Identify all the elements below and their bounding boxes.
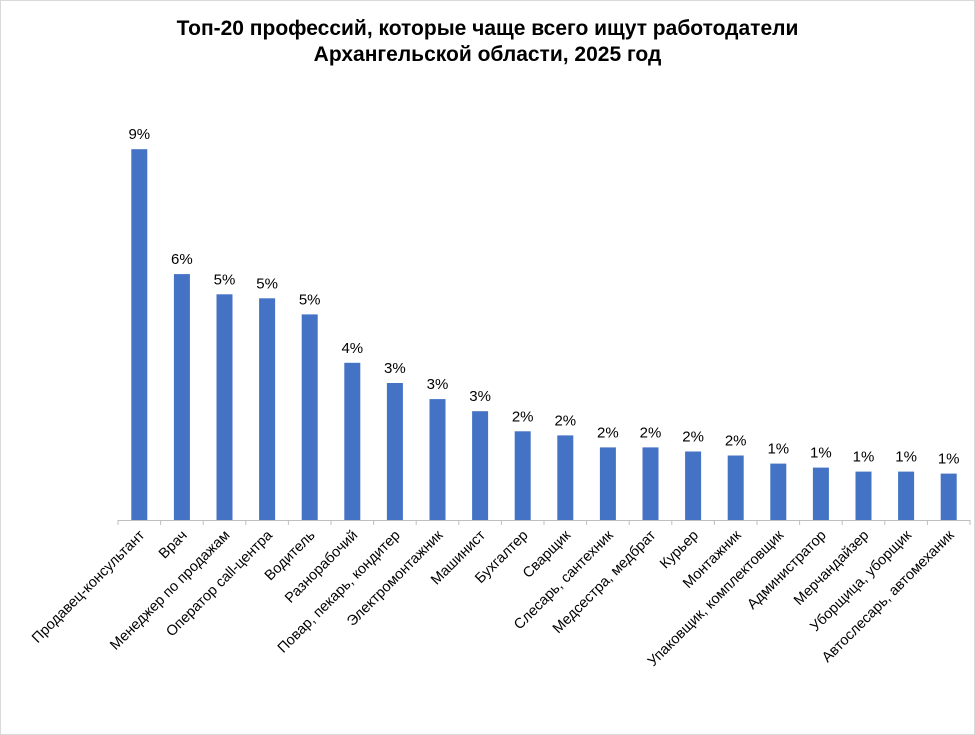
data-label-17: 1% bbox=[810, 445, 832, 462]
bar-8 bbox=[429, 399, 446, 520]
data-label-1: 9% bbox=[128, 126, 150, 143]
chart-title: Топ-20 профессий, которые чаще всего ищу… bbox=[0, 16, 975, 68]
bar-3 bbox=[216, 294, 233, 520]
bar-9 bbox=[472, 411, 489, 520]
data-label-4: 5% bbox=[256, 275, 278, 292]
x-axis bbox=[117, 520, 971, 525]
data-label-9: 3% bbox=[469, 388, 491, 405]
category-label-2: Врач bbox=[156, 528, 191, 563]
bar-15 bbox=[727, 455, 744, 520]
data-label-14: 2% bbox=[682, 429, 704, 446]
data-label-5: 5% bbox=[299, 291, 321, 308]
bar-14 bbox=[685, 451, 702, 520]
chart-title-line-2: Архангельской области, 2025 год bbox=[313, 43, 662, 66]
data-label-11: 2% bbox=[554, 412, 576, 429]
bar-7 bbox=[386, 383, 403, 520]
data-label-15: 2% bbox=[725, 433, 747, 450]
bar-2 bbox=[173, 274, 190, 520]
data-label-3: 5% bbox=[214, 271, 236, 288]
bar-13 bbox=[642, 447, 659, 520]
bar-20 bbox=[940, 473, 957, 520]
category-label-6: Разнорабочий bbox=[282, 528, 361, 607]
bar-4 bbox=[259, 298, 276, 520]
data-label-8: 3% bbox=[427, 376, 449, 393]
data-label-7: 3% bbox=[384, 360, 406, 377]
data-label-20: 1% bbox=[938, 451, 960, 468]
bar-18 bbox=[855, 471, 872, 520]
data-label-2: 6% bbox=[171, 251, 193, 268]
data-label-10: 2% bbox=[512, 408, 534, 425]
chart-title-line-1: Топ-20 профессий, которые чаще всего ищу… bbox=[176, 17, 799, 40]
bar-16 bbox=[770, 463, 787, 520]
bar-11 bbox=[557, 435, 574, 520]
bar-19 bbox=[898, 471, 915, 520]
bar-5 bbox=[301, 314, 318, 520]
data-label-6: 4% bbox=[341, 340, 363, 357]
category-label-17: Администратор bbox=[744, 528, 829, 613]
category-label-18: Мерчандайзер bbox=[791, 528, 872, 609]
bar-17 bbox=[812, 467, 829, 520]
data-label-13: 2% bbox=[640, 424, 662, 441]
bar-6 bbox=[344, 362, 361, 520]
data-label-19: 1% bbox=[895, 449, 917, 466]
bar-10 bbox=[514, 431, 531, 520]
data-labels-group: 9% 6% 5% 5% 5% 4% 3% 3% 3% 2% 2% 2% 2% 2% 2% 1% 1% 1% 1% 1% bbox=[128, 126, 959, 467]
bars-group bbox=[131, 149, 957, 520]
data-label-12: 2% bbox=[597, 424, 619, 441]
bar-1 bbox=[131, 149, 148, 520]
bar-12 bbox=[599, 447, 616, 520]
data-label-16: 1% bbox=[767, 441, 789, 458]
data-label-18: 1% bbox=[853, 449, 875, 466]
